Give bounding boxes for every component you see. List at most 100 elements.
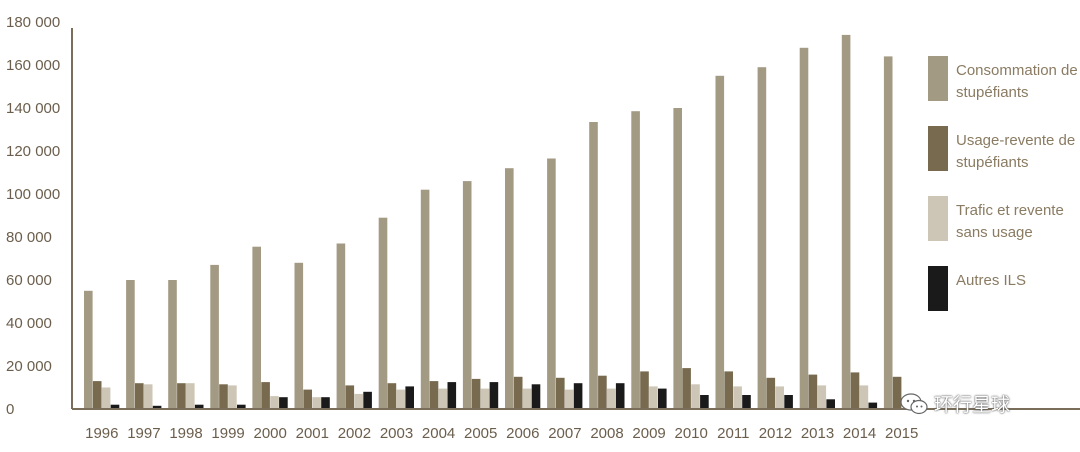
bar (547, 158, 556, 409)
bar (447, 382, 457, 409)
bar (279, 397, 288, 409)
bar (715, 75, 725, 410)
bar (615, 383, 625, 409)
x-tick-label: 2005 (464, 425, 497, 442)
bar (152, 405, 162, 409)
x-tick-label: 2012 (759, 425, 792, 442)
bar (177, 383, 186, 409)
bar (480, 388, 490, 409)
bar (261, 382, 270, 409)
legend-label-trafic: Trafic et revente sans usage (956, 202, 1064, 241)
bar (784, 395, 793, 409)
bar (194, 404, 204, 409)
x-tick-label: 2009 (632, 425, 665, 442)
bar (378, 217, 388, 409)
bar (640, 371, 649, 409)
bar (210, 264, 219, 409)
x-tick-label: 1996 (85, 425, 118, 442)
x-tick-label: 2002 (338, 425, 371, 442)
bar (312, 397, 321, 409)
legend-swatch-consommation (928, 56, 948, 101)
x-tick-label: 2001 (296, 425, 329, 442)
y-tick-label: 60 000 (6, 272, 52, 289)
bar (387, 383, 397, 409)
y-tick-label: 0 (6, 401, 14, 418)
bar (270, 396, 279, 409)
x-tick-label: 2000 (254, 425, 287, 442)
bar (303, 389, 312, 409)
bar (462, 181, 472, 409)
legend-label-usage-revente: Usage-revente de stupéfiants (956, 132, 1076, 171)
bar (607, 388, 616, 409)
bar (700, 395, 709, 409)
x-tick-label: 2006 (506, 425, 539, 442)
bar (405, 386, 414, 409)
bar (757, 67, 767, 409)
bar (589, 122, 598, 409)
bar (724, 371, 733, 409)
legend-swatch-autres-ils (928, 266, 948, 311)
x-tick-label: 1999 (211, 425, 244, 442)
x-tick-label: 2004 (422, 425, 455, 442)
bar (631, 111, 640, 409)
bar (841, 34, 851, 410)
bar (420, 189, 430, 409)
bar (673, 108, 682, 409)
bar (471, 378, 481, 409)
bar (859, 385, 869, 409)
bar (505, 168, 514, 409)
bar (219, 384, 228, 409)
bar (84, 290, 93, 410)
bar (429, 381, 439, 409)
y-tick-label: 180 000 (6, 14, 60, 31)
bar (92, 381, 102, 409)
bar (573, 383, 583, 409)
x-tick-label: 2010 (675, 425, 708, 442)
bar (799, 47, 809, 410)
y-tick-label: 40 000 (6, 315, 52, 332)
bar (126, 280, 135, 409)
legend-label-consommation: Consommation de stupéfiants (956, 62, 1078, 101)
bar (850, 372, 860, 409)
bar (110, 404, 120, 409)
y-tick-label: 20 000 (6, 358, 52, 375)
bar (354, 393, 363, 409)
bar (556, 377, 565, 409)
bar (733, 386, 742, 409)
bar (294, 262, 304, 409)
bar (186, 383, 195, 409)
bar (883, 56, 893, 410)
bar (598, 375, 607, 409)
bar (522, 388, 532, 409)
bar (396, 389, 406, 409)
y-tick-label: 100 000 (6, 186, 60, 203)
bar (143, 384, 153, 409)
legend-swatch-trafic (928, 196, 948, 241)
bar (892, 376, 902, 410)
bar (682, 368, 691, 409)
bar (252, 246, 261, 409)
bar (649, 386, 658, 409)
y-tick-label: 80 000 (6, 229, 52, 246)
legend-label-autres-ils: Autres ILS (956, 272, 1027, 289)
bar (868, 402, 878, 409)
bar (489, 382, 499, 409)
bar (658, 388, 667, 409)
x-tick-label: 2014 (843, 425, 876, 442)
bar (438, 388, 448, 409)
y-tick-label: 140 000 (6, 100, 60, 117)
bar (513, 376, 523, 410)
x-tick-label: 2013 (801, 425, 834, 442)
x-tick-label: 2015 (885, 425, 918, 442)
x-tick-label: 2007 (548, 425, 581, 442)
bar (363, 391, 372, 409)
y-tick-label: 160 000 (6, 57, 60, 74)
bar (826, 399, 835, 409)
bar (336, 243, 346, 409)
bar (135, 383, 144, 409)
bar (345, 385, 355, 409)
x-tick-label: 2008 (590, 425, 623, 442)
bar (237, 404, 246, 409)
watermark-text: 环行星球 (934, 394, 1011, 416)
